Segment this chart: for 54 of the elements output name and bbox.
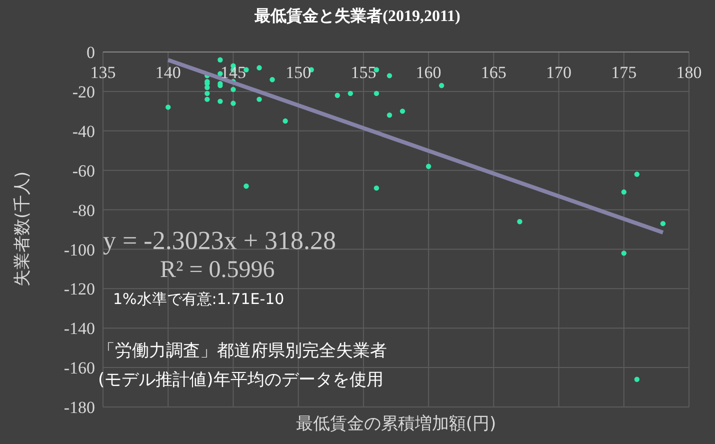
- point: [282, 118, 288, 124]
- point: [634, 172, 640, 177]
- y-tick-label: -40: [72, 122, 95, 141]
- point: [634, 376, 640, 382]
- point: [660, 220, 666, 226]
- x-tick-label: 160: [416, 63, 442, 82]
- point: [204, 90, 210, 96]
- x-tick-label: 180: [676, 63, 702, 82]
- x-axis-title: 最低賃金の累積増加額(円): [294, 413, 498, 435]
- y-tick-label: -120: [64, 280, 95, 299]
- point: [230, 100, 236, 106]
- y-tick-label: -20: [72, 82, 95, 102]
- y-tick-label: -180: [64, 398, 95, 418]
- x-tick-label: 135: [90, 63, 116, 82]
- point: [348, 90, 354, 96]
- y-tick-label: 0: [86, 43, 95, 62]
- point: [256, 96, 262, 102]
- point: [386, 112, 392, 118]
- point: [386, 73, 392, 78]
- point: [621, 250, 626, 256]
- point: [270, 77, 275, 82]
- y-tick-label: -80: [72, 200, 95, 220]
- point: [426, 164, 432, 169]
- x-tick-label: 175: [611, 63, 637, 82]
- x-tick-label: 165: [480, 63, 506, 82]
- point: [517, 219, 522, 224]
- annotation: 「労働力調査」都道府県別完全失業者 (モデル推計値)年平均のデータを使用: [98, 340, 387, 392]
- point: [218, 57, 223, 62]
- point: [374, 90, 380, 96]
- y-tick-label: -140: [64, 319, 95, 338]
- point: [204, 96, 210, 102]
- y-axis-title: 失業者数(千人): [12, 171, 34, 287]
- x-tick-label: 155: [350, 63, 376, 82]
- annotation: y = -2.3023x + 318.28: [103, 226, 336, 256]
- x-tick-label: 145: [220, 63, 246, 82]
- y-tick-label: -160: [64, 358, 95, 378]
- annotation: 1%水準で有意:1.71E-10: [113, 290, 284, 309]
- point: [334, 92, 340, 98]
- x-tick-label: 150: [286, 63, 312, 82]
- point: [218, 98, 223, 104]
- point: [400, 108, 406, 114]
- point: [256, 65, 262, 70]
- x-tick-label: 140: [155, 63, 181, 82]
- chart-title: 最低賃金と失業者(2019,2011): [254, 6, 462, 27]
- point: [166, 104, 171, 110]
- point: [621, 189, 626, 195]
- annotation: R² = 0.5996: [160, 257, 275, 284]
- x-tick-label: 170: [546, 63, 572, 82]
- point: [438, 82, 444, 88]
- point: [244, 184, 249, 189]
- point: [230, 86, 236, 92]
- point: [374, 185, 380, 191]
- y-tick-label: -100: [64, 240, 95, 260]
- y-tick-label: -60: [72, 161, 95, 180]
